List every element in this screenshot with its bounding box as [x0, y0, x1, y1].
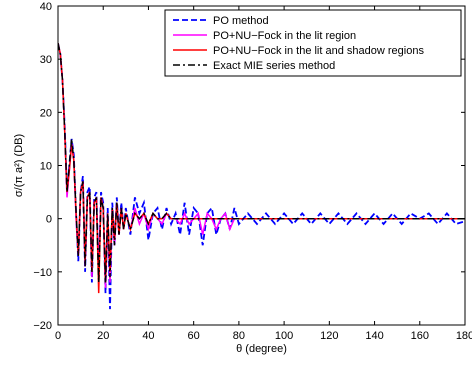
x-tick-label: 40	[142, 330, 154, 342]
axes-layer: 0 20 40 60 80 100 120 140 160 180 −20 −10 0 10 20 30 40	[33, 1, 472, 342]
legend-label-4: Exact MIE series method	[213, 60, 335, 72]
x-tick-label: 120	[320, 330, 338, 342]
series-layer	[58, 43, 465, 310]
legend: PO method PO+NU−Fock in the lit region PO+…	[164, 9, 462, 77]
y-tick-label: −20	[33, 320, 52, 332]
x-tick-label: 20	[97, 330, 109, 342]
series-line-4	[58, 43, 465, 283]
y-tick-label: 0	[46, 214, 52, 226]
y-tick-label: 30	[40, 54, 52, 66]
x-tick-label: 0	[55, 330, 61, 342]
x-tick-label: 180	[456, 330, 472, 342]
legend-label-1: PO method	[213, 15, 269, 27]
legend-label-3: PO+NU−Fock in the lit and shadow regions	[213, 45, 424, 57]
legend-label-2: PO+NU−Fock in the lit region	[213, 30, 356, 42]
y-tick-label: 20	[40, 107, 52, 119]
y-tick-label: −10	[33, 267, 52, 279]
y-tick-label: 40	[40, 1, 52, 13]
x-tick-label: 140	[365, 330, 383, 342]
y-tick-label: 10	[40, 161, 52, 173]
legend-box	[164, 9, 462, 77]
series-line-1	[58, 43, 465, 310]
x-tick-label: 60	[188, 330, 200, 342]
x-tick-label: 160	[411, 330, 429, 342]
x-axis-label: θ (degree)	[236, 343, 287, 355]
x-tick-label: 80	[233, 330, 245, 342]
x-tick-label: 100	[275, 330, 293, 342]
y-axis-label: σ/(π a²) (DB)	[13, 134, 25, 197]
